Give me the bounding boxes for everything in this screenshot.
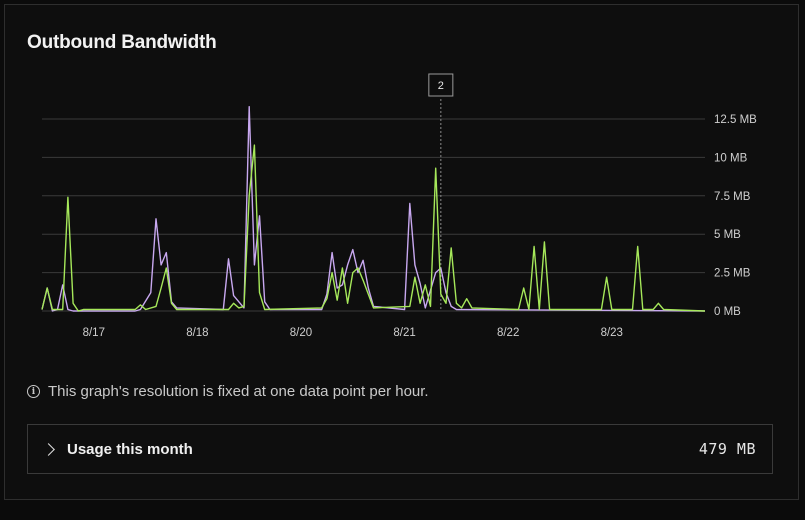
y-tick-label: 2.5 MB xyxy=(714,268,751,280)
series-line xyxy=(41,144,706,312)
chevron-right-icon[interactable] xyxy=(42,442,55,456)
x-tick-label: 8/21 xyxy=(393,327,415,339)
series-line xyxy=(41,106,706,312)
resolution-note-text: This graph's resolution is fixed at one … xyxy=(48,383,429,400)
bandwidth-panel: Outbound Bandwidth 0 MB 2.5 MB 5 MB 7.5 MB 1… xyxy=(4,4,799,500)
usage-label: Usage this month xyxy=(67,440,193,458)
y-tick-label: 12.5 MB xyxy=(714,114,757,126)
y-tick-label: 10 MB xyxy=(714,152,748,164)
hover-tooltip-label: 2 xyxy=(438,80,444,92)
x-tick-label: 8/17 xyxy=(83,327,105,339)
hover-tooltip xyxy=(428,73,454,97)
usage-value: 479 MB xyxy=(698,440,756,458)
usage-this-month-toggle[interactable]: Usage this month 479 MB xyxy=(27,424,773,474)
y-tick-label: 5 MB xyxy=(714,229,741,241)
y-tick-label: 7.5 MB xyxy=(714,191,751,203)
x-tick-label: 8/22 xyxy=(497,327,519,339)
info-icon: i xyxy=(27,385,40,398)
x-tick-label: 8/20 xyxy=(290,327,312,339)
x-tick-label: 8/23 xyxy=(601,327,623,339)
resolution-note: i This graph's resolution is fixed at on… xyxy=(27,383,429,400)
bandwidth-chart[interactable]: 0 MB 2.5 MB 5 MB 7.5 MB 10 MB 12.5 MB 8/17 8/18… xyxy=(5,5,800,375)
x-tick-label: 8/18 xyxy=(186,327,208,339)
panel-title: Outbound Bandwidth xyxy=(27,32,217,53)
y-tick-label: 0 MB xyxy=(714,306,741,318)
